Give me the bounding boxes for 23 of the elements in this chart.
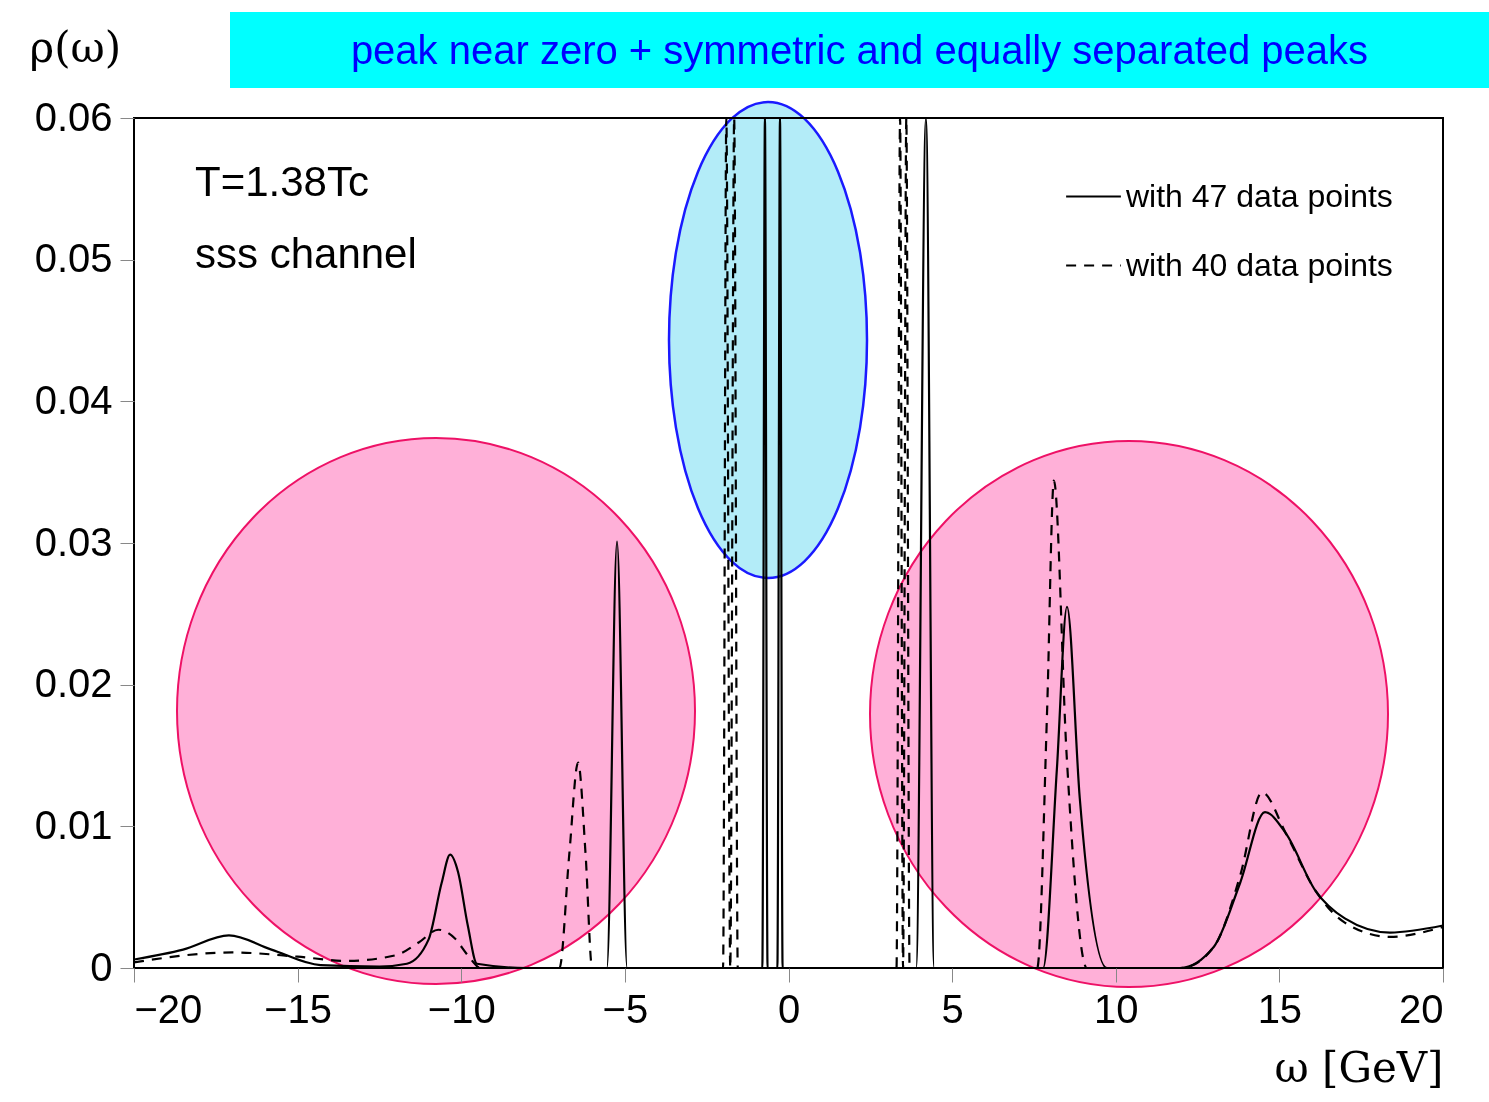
x-tick-label: 10: [1094, 986, 1139, 1031]
x-tick-label: −15: [264, 986, 333, 1031]
chart-title: peak near zero + symmetric and equally separated peaks: [230, 12, 1489, 88]
x-axis-title: ω [GeV]: [1274, 1042, 1444, 1092]
x-tick-label: −20: [134, 986, 203, 1031]
annotation: T=1.38Tc: [195, 158, 369, 206]
y-tick-label: 0.01: [34, 802, 113, 847]
x-tick-label: −5: [602, 986, 649, 1031]
y-axis-title: ρ(ω): [29, 22, 122, 72]
y-tick-label: 0.03: [34, 519, 113, 564]
x-tick-label: 0: [777, 986, 801, 1031]
y-tick-label: 0.04: [34, 377, 113, 422]
y-tick-label: 0: [90, 944, 113, 989]
legend-label: with 47 data points: [1125, 177, 1393, 214]
y-tick-label: 0.02: [34, 661, 113, 706]
y-tick-label: 0.05: [34, 236, 113, 281]
x-tick-label: −10: [427, 986, 496, 1031]
x-tick-label: 20: [1399, 986, 1444, 1031]
legend-label: with 40 data points: [1125, 246, 1393, 283]
x-tick-label: 15: [1257, 986, 1303, 1031]
x-tick-label: 5: [941, 986, 964, 1031]
y-tick-label: 0.06: [34, 94, 113, 139]
annotation: sss channel: [195, 230, 417, 278]
